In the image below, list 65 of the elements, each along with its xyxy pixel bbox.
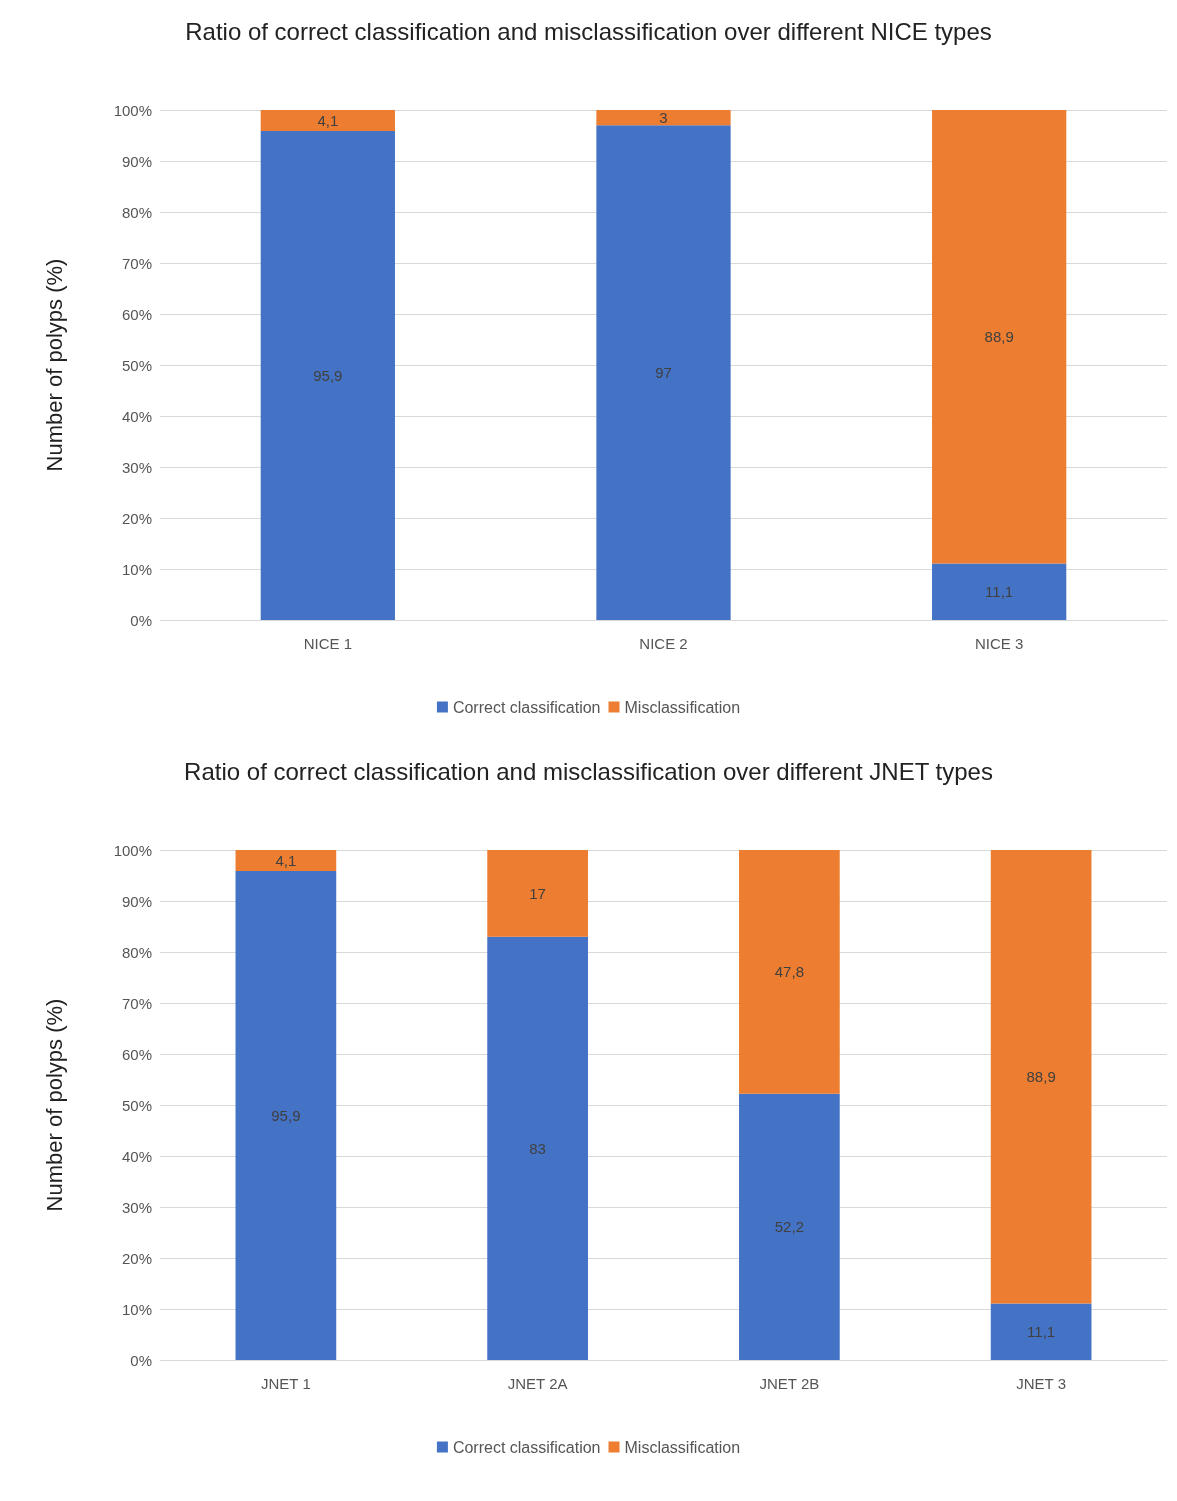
data-label: 97 xyxy=(655,364,672,382)
bar xyxy=(739,1093,840,1360)
y-tick-label: 50% xyxy=(121,356,152,374)
y-tick-label: 100% xyxy=(113,841,152,859)
y-tick-label: 70% xyxy=(121,254,152,272)
x-tick-label: JNET 2B xyxy=(759,1375,820,1392)
data-label: 11,1 xyxy=(1027,1323,1056,1341)
bar xyxy=(235,850,337,871)
data-label: 11,1 xyxy=(985,583,1014,601)
y-tick-label: 20% xyxy=(121,509,152,527)
chart-title: Ratio of correct classification and misclassification over different JNET types xyxy=(184,757,993,785)
data-label: 17 xyxy=(529,884,546,902)
bar xyxy=(596,110,731,126)
y-tick-label: 60% xyxy=(121,305,152,323)
y-tick-label: 90% xyxy=(121,892,152,910)
y-tick-label: 30% xyxy=(121,1198,152,1216)
bar xyxy=(990,850,1092,1304)
bar xyxy=(739,850,840,1094)
y-axis-title: Number of polyps (%) xyxy=(41,998,67,1212)
bar xyxy=(260,110,395,131)
y-tick-label: 40% xyxy=(121,1147,152,1165)
y-tick-label: 80% xyxy=(121,203,152,221)
bar xyxy=(596,125,731,620)
data-label: 3 xyxy=(659,109,668,127)
data-label: 95,9 xyxy=(313,366,343,384)
y-tick-label: 60% xyxy=(121,1045,152,1063)
y-tick-label: 50% xyxy=(121,1096,152,1114)
y-tick-label: 20% xyxy=(121,1249,152,1267)
bar xyxy=(932,563,1067,620)
y-tick-label: 10% xyxy=(121,560,152,578)
bar xyxy=(235,870,337,1360)
data-label: 4,1 xyxy=(317,111,339,129)
y-tick-label: 70% xyxy=(121,994,152,1012)
y-tick-label: 40% xyxy=(121,407,152,425)
bar xyxy=(932,110,1067,564)
data-label: 88,9 xyxy=(1026,1068,1056,1086)
y-tick-label: 10% xyxy=(121,1300,152,1318)
legend-label: Correct classification xyxy=(452,1438,601,1456)
x-tick-label: JNET 2A xyxy=(507,1375,568,1392)
bar xyxy=(990,1303,1092,1360)
y-tick-label: 0% xyxy=(130,1351,152,1369)
y-tick-label: 0% xyxy=(130,611,152,629)
legend-label: Misclassification xyxy=(624,698,741,716)
y-tick-label: 80% xyxy=(121,943,152,961)
x-tick-label: JNET 3 xyxy=(1016,1375,1066,1392)
bar xyxy=(487,936,588,1360)
x-tick-label: JNET 1 xyxy=(261,1375,311,1392)
bar xyxy=(260,130,395,620)
data-label: 88,9 xyxy=(984,328,1014,346)
legend-label: Misclassification xyxy=(624,1438,741,1456)
y-tick-label: 100% xyxy=(113,101,152,119)
data-label: 52,2 xyxy=(774,1218,804,1236)
bar xyxy=(487,850,588,937)
legend-label: Correct classification xyxy=(452,698,601,716)
x-tick-label: NICE 2 xyxy=(639,635,688,652)
data-label: 95,9 xyxy=(271,1106,301,1124)
y-tick-label: 30% xyxy=(121,458,152,476)
x-tick-label: NICE 3 xyxy=(974,635,1024,652)
x-tick-label: NICE 1 xyxy=(303,635,353,652)
data-label: 47,8 xyxy=(774,963,804,981)
y-axis-title: Number of polyps (%) xyxy=(41,258,67,472)
data-label: 4,1 xyxy=(275,851,297,869)
data-label: 83 xyxy=(529,1139,546,1157)
y-tick-label: 90% xyxy=(121,152,152,170)
chart-title: Ratio of correct classification and misclassification over different NICE types xyxy=(185,17,992,45)
